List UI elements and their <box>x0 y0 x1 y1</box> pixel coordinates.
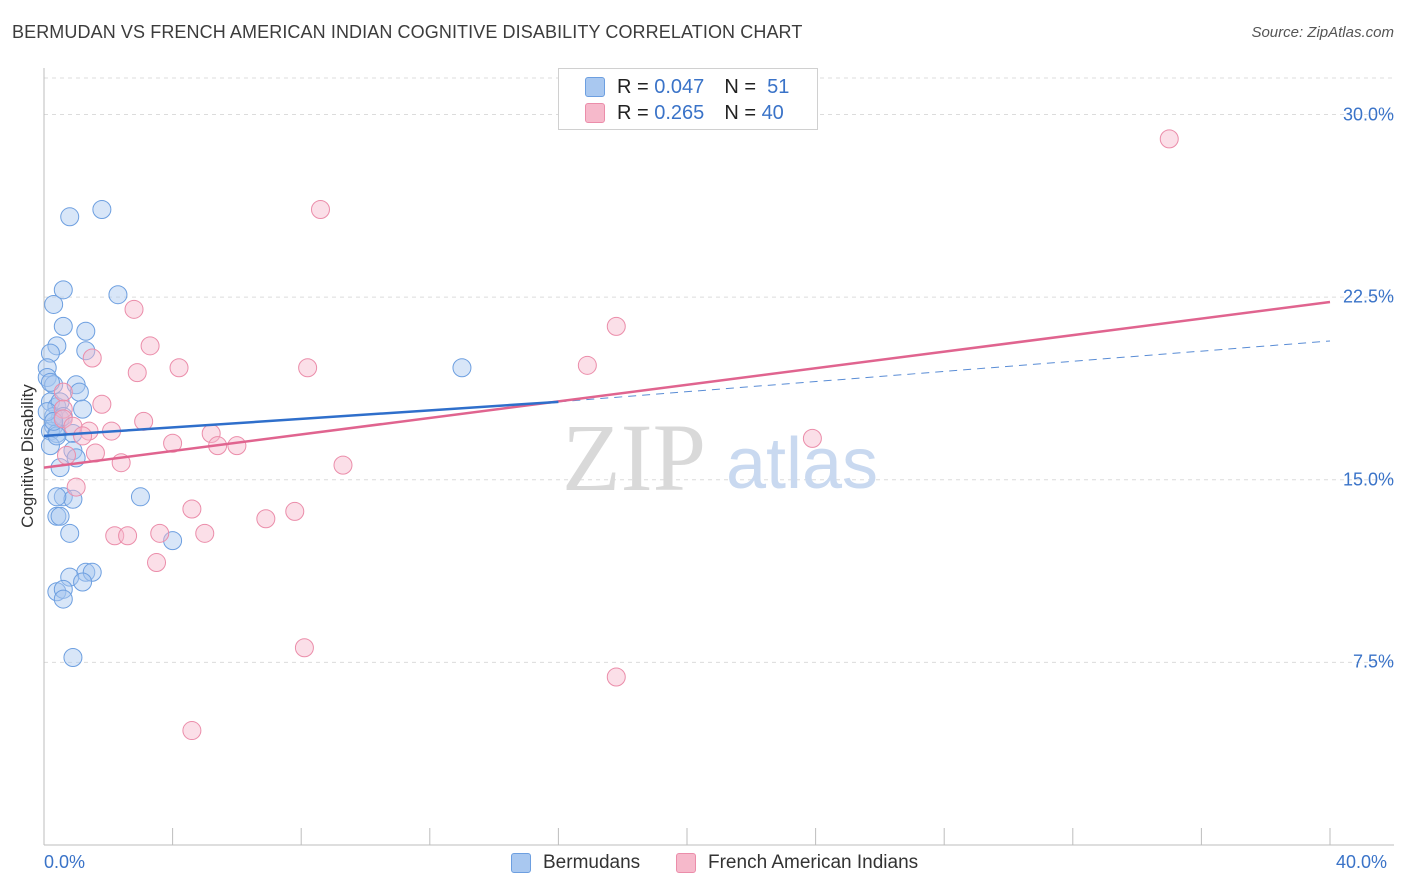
data-point-french-american-indians <box>82 348 102 368</box>
data-point-french-american-indians <box>53 409 73 429</box>
watermark-atlas: atlas <box>726 424 878 504</box>
data-point-french-american-indians <box>606 316 626 336</box>
data-point-french-american-indians <box>802 428 822 448</box>
series-bermudans <box>37 199 472 668</box>
data-point-bermudans <box>37 358 57 378</box>
legend-box: R = 0.047 N = 51 R = 0.265 N = 40 <box>558 68 818 130</box>
data-point-bermudans <box>82 562 102 582</box>
trend-line-french-american-indians <box>43 300 1331 469</box>
x-tick-label-min: 0.0% <box>44 852 86 872</box>
chart-source: Source: ZipAtlas.com <box>1251 24 1394 41</box>
data-point-bermudans <box>60 523 80 543</box>
data-point-french-american-indians <box>53 399 73 419</box>
data-point-french-american-indians <box>134 411 154 431</box>
legend-swatch-pink <box>585 103 605 123</box>
y-tick-label: 7.5% <box>1352 651 1394 672</box>
legend-n-value: 40 <box>761 101 784 124</box>
trend-line-bermudans-extension <box>558 340 1331 403</box>
data-point-bermudans <box>69 382 89 402</box>
data-point-french-american-indians <box>227 436 247 456</box>
chart-title: BERMUDAN VS FRENCH AMERICAN INDIAN COGNI… <box>12 22 803 42</box>
data-point-french-american-indians <box>66 477 86 497</box>
data-point-french-american-indians <box>577 355 597 375</box>
data-point-french-american-indians <box>118 526 138 546</box>
data-point-bermudans <box>53 589 73 609</box>
legend-n-label: N = <box>724 75 756 98</box>
data-point-french-american-indians <box>169 358 189 378</box>
legend-label-bermudans: Bermudans <box>543 852 641 873</box>
legend-label-french-american-indians: French American Indians <box>708 852 919 873</box>
data-point-bermudans <box>76 321 96 341</box>
data-point-bermudans <box>60 567 80 587</box>
data-point-bermudans <box>108 285 128 305</box>
legend-swatch-blue <box>585 77 605 97</box>
data-point-bermudans <box>76 341 96 361</box>
data-point-bermudans <box>92 199 112 219</box>
series-french-american-indians <box>53 129 1179 741</box>
data-point-french-american-indians <box>298 358 318 378</box>
legend-n-label: N = <box>724 101 756 124</box>
legend-row-french-american-indians: R = 0.265 N = 40 <box>585 101 784 125</box>
trend-line-bermudans <box>43 400 559 438</box>
trend-lines <box>43 300 1331 469</box>
data-point-french-american-indians <box>150 523 170 543</box>
legend-n-value: 51 <box>767 75 790 98</box>
data-point-french-american-indians <box>1159 129 1179 149</box>
legend-r-value: 0.265 <box>654 101 705 124</box>
legend-r-label: R = <box>617 101 649 124</box>
y-tick-label: 15.0% <box>1342 469 1394 490</box>
y-tick-label: 22.5% <box>1342 286 1394 307</box>
legend-r-label: R = <box>617 75 649 98</box>
legend-r-value: 0.047 <box>654 75 705 98</box>
legend-swatch-pink <box>676 853 696 873</box>
x-tick-label-max: 40.0% <box>1336 852 1388 872</box>
watermark-zip: ZIP <box>562 404 706 511</box>
bottom-legend: Bermudans French American Indians <box>0 852 1406 878</box>
data-point-bermudans <box>47 336 67 356</box>
data-point-bermudans <box>40 372 60 392</box>
data-point-bermudans <box>53 280 73 300</box>
data-point-french-american-indians <box>285 501 305 521</box>
data-point-bermudans <box>60 207 80 227</box>
gridlines <box>44 77 1394 663</box>
legend-item-bermudans: Bermudans <box>511 852 640 874</box>
data-point-bermudans <box>53 579 73 599</box>
data-point-french-american-indians <box>57 445 77 465</box>
data-point-bermudans <box>130 487 150 507</box>
legend-row-bermudans: R = 0.047 N = 51 <box>585 75 789 99</box>
data-point-bermudans <box>73 399 93 419</box>
data-point-bermudans <box>452 358 472 378</box>
data-point-french-american-indians <box>310 199 330 219</box>
data-point-french-american-indians <box>294 638 314 658</box>
data-point-french-american-indians <box>195 523 215 543</box>
data-point-french-american-indians <box>606 667 626 687</box>
data-point-bermudans <box>73 572 93 592</box>
data-point-french-american-indians <box>124 299 144 319</box>
data-point-bermudans <box>44 294 64 314</box>
legend-swatch-blue <box>511 853 531 873</box>
axes <box>43 68 1394 846</box>
data-point-bermudans <box>63 648 83 668</box>
data-point-french-american-indians <box>127 363 147 383</box>
data-point-french-american-indians <box>333 455 353 475</box>
data-point-bermudans <box>53 316 73 336</box>
data-point-french-american-indians <box>73 426 93 446</box>
watermark: ZIP atlas <box>562 404 878 511</box>
y-tick-label: 30.0% <box>1342 104 1394 125</box>
data-point-bermudans <box>63 489 83 509</box>
data-point-french-american-indians <box>182 721 202 741</box>
y-axis-label: Cognitive Disability <box>18 384 37 528</box>
data-point-french-american-indians <box>147 553 167 573</box>
data-point-bermudans <box>47 487 67 507</box>
data-point-french-american-indians <box>256 509 276 529</box>
data-point-french-american-indians <box>92 394 112 414</box>
data-point-french-american-indians <box>140 336 160 356</box>
data-point-french-american-indians <box>182 499 202 519</box>
legend-item-french-american-indians: French American Indians <box>676 852 918 874</box>
data-point-french-american-indians <box>53 382 73 402</box>
data-point-bermudans <box>40 343 60 363</box>
data-point-bermudans <box>50 506 70 526</box>
